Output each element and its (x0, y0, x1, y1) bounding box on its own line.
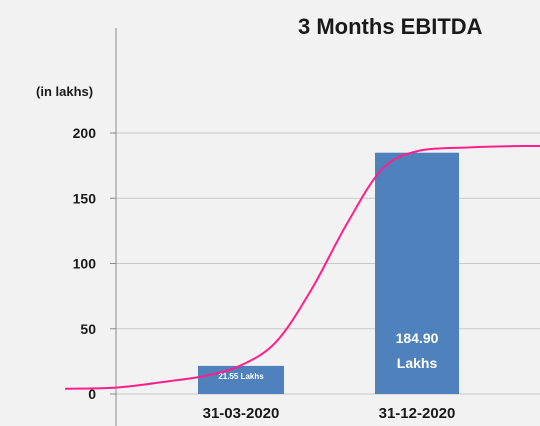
data-label: Lakhs (397, 355, 438, 371)
bar (198, 365, 284, 394)
data-label: 21.55 Lakhs (218, 372, 264, 381)
y-axis-label: (in lakhs) (36, 84, 93, 99)
y-tick-labels: 0 50 100 150 200 (73, 125, 97, 402)
chart-title: 3 Months EBITDA (298, 14, 483, 39)
y-tick-label: 0 (88, 386, 96, 402)
trend-line (64, 144, 540, 390)
x-tick-labels: 31-03-2020 31-12-2020 (203, 405, 456, 422)
y-tick-label: 100 (73, 256, 97, 272)
y-tick-label: 50 (80, 321, 96, 337)
bars (198, 152, 459, 394)
bar (375, 152, 459, 394)
y-tick-label: 200 (73, 125, 97, 141)
gridlines (110, 132, 540, 395)
y-tick-label: 150 (73, 190, 97, 206)
data-labels: 21.55 Lakhs 184.90 Lakhs (218, 330, 438, 381)
data-label: 184.90 (396, 330, 439, 346)
x-tick-label: 31-03-2020 (203, 405, 280, 422)
x-tick-label: 31-12-2020 (379, 405, 456, 422)
